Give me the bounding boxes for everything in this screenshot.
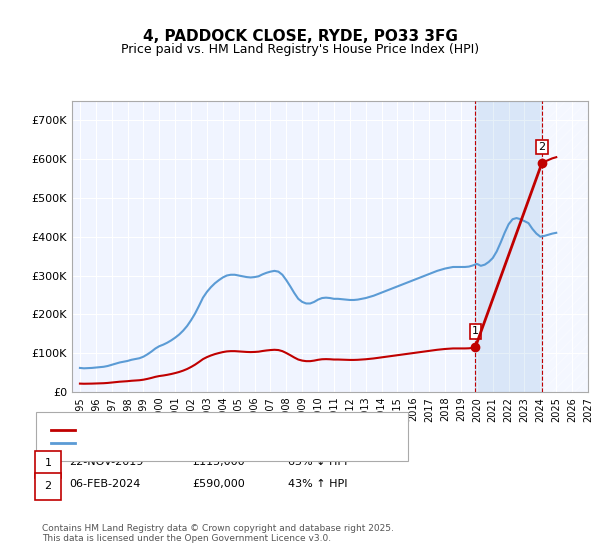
Bar [542, 101, 588, 392]
Text: £115,000: £115,000 [192, 457, 245, 467]
Text: 1: 1 [44, 458, 52, 468]
Text: £590,000: £590,000 [192, 479, 245, 489]
Text: 65% ↓ HPI: 65% ↓ HPI [288, 457, 347, 467]
Text: Price paid vs. HM Land Registry's House Price Index (HPI): Price paid vs. HM Land Registry's House … [121, 43, 479, 56]
Text: HPI: Average price, detached house, Isle of Wight: HPI: Average price, detached house, Isle… [79, 438, 320, 448]
Text: 43% ↑ HPI: 43% ↑ HPI [288, 479, 347, 489]
Text: Contains HM Land Registry data © Crown copyright and database right 2025.
This d: Contains HM Land Registry data © Crown c… [42, 524, 394, 543]
Text: 22-NOV-2019: 22-NOV-2019 [69, 457, 143, 467]
Bar [475, 101, 542, 392]
Text: 06-FEB-2024: 06-FEB-2024 [69, 479, 140, 489]
Text: 1: 1 [472, 326, 479, 337]
Text: 4, PADDOCK CLOSE, RYDE, PO33 3FG: 4, PADDOCK CLOSE, RYDE, PO33 3FG [143, 29, 457, 44]
Text: 2: 2 [44, 480, 52, 491]
Text: 2: 2 [538, 142, 545, 152]
Text: 4, PADDOCK CLOSE, RYDE, PO33 3FG (detached house): 4, PADDOCK CLOSE, RYDE, PO33 3FG (detach… [79, 424, 350, 435]
